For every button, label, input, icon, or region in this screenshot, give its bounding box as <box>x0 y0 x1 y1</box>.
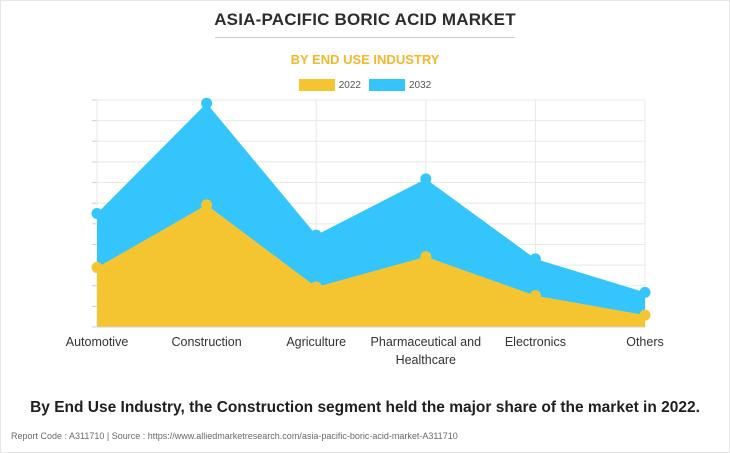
data-point-2022 <box>91 262 103 274</box>
legend-swatch-2022 <box>298 79 335 91</box>
legend-label-2022: 2022 <box>338 79 361 91</box>
data-point-2022 <box>201 199 213 211</box>
area-series-2022 <box>97 204 645 327</box>
x-tick-label: Electronics <box>505 335 566 349</box>
x-tick-label: Pharmaceutical and Healthcare <box>371 335 482 367</box>
legend-item-2032[interactable]: 2032 <box>369 79 431 91</box>
x-tick-label: Others <box>626 335 664 349</box>
legend: 2022 2032 <box>0 79 730 91</box>
chart-title: ASIA-PACIFIC BORIC ACID MARKET <box>214 10 516 29</box>
data-point-2032 <box>639 286 651 298</box>
data-point-2022 <box>420 251 432 263</box>
data-point-2032 <box>310 229 322 241</box>
legend-swatch-2032 <box>369 79 405 91</box>
x-tick-label: Agriculture <box>286 335 346 349</box>
data-point-2022 <box>310 281 322 293</box>
source-citation: Report Code : A311710 | Source : https:/… <box>11 431 458 441</box>
x-tick-label: Automotive <box>66 335 129 349</box>
chart-subtitle: BY END USE INDUSTRY <box>290 52 440 67</box>
title-divider <box>215 37 515 38</box>
data-point-2022 <box>639 309 651 321</box>
chart-footnote: By End Use Industry, the Construction se… <box>30 399 700 416</box>
data-point-2032 <box>201 97 213 109</box>
data-point-2032 <box>420 173 432 185</box>
legend-label-2032: 2032 <box>409 79 432 91</box>
data-point-2032 <box>529 253 541 265</box>
data-point-2022 <box>529 290 541 302</box>
x-tick-label: Construction <box>172 335 242 349</box>
data-point-2032 <box>91 208 103 219</box>
legend-item-2022[interactable]: 2022 <box>298 79 361 91</box>
